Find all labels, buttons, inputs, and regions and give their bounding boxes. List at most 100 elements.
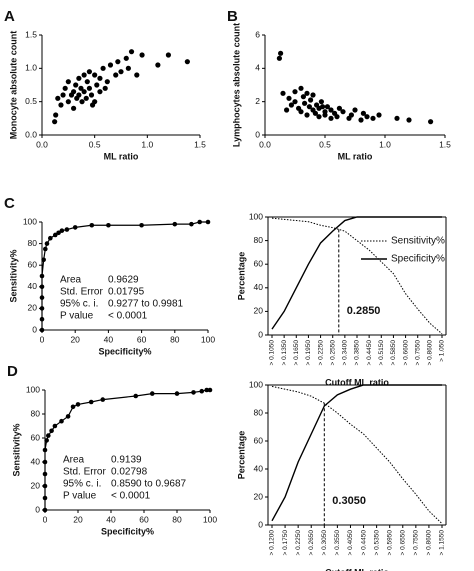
roc-point: [41, 257, 46, 263]
x-tick-label: > 0.2550: [329, 340, 336, 366]
x-axis-title: Specificity%: [98, 346, 151, 356]
stat-value: 0.9139: [111, 455, 142, 466]
y-tick-label: 0.5: [25, 96, 37, 106]
y-tick-label: 100: [249, 379, 263, 389]
roc-point: [207, 387, 213, 393]
y-tick-label: 40: [31, 456, 41, 466]
x-tick-label: > 0.4050: [347, 530, 354, 556]
point: [318, 99, 324, 105]
point: [104, 79, 110, 85]
point: [394, 115, 400, 121]
point: [284, 107, 290, 113]
point: [100, 65, 106, 71]
roc-point: [48, 235, 53, 241]
roc-point: [42, 495, 48, 501]
point: [125, 65, 131, 71]
y-tick-label: 0.0: [25, 129, 37, 139]
series-line: [271, 217, 443, 335]
series-line: [271, 385, 443, 524]
stat-name: 95% c. i.: [60, 299, 98, 310]
point: [134, 72, 140, 78]
roc-point: [59, 418, 64, 424]
roc-point: [72, 225, 78, 230]
x-tick-label: > 0.8600: [426, 530, 433, 556]
stat-value: 0.01795: [108, 287, 145, 298]
roc-point: [39, 306, 45, 311]
roc-point: [75, 402, 81, 407]
roc-point: [89, 222, 95, 228]
point: [352, 107, 358, 113]
point: [310, 92, 316, 98]
panel-label: D: [7, 363, 18, 380]
point: [406, 117, 412, 123]
roc-point: [39, 327, 45, 333]
stat-name: Area: [60, 275, 82, 286]
y-tick-label: 100: [26, 384, 40, 394]
y-tick-label: 60: [31, 432, 41, 442]
panel-label: A: [4, 8, 15, 25]
y-tick-label: 0: [258, 519, 263, 529]
x-tick-label: > 0.3050: [321, 530, 328, 556]
x-tick-label: > 0.2250: [317, 340, 324, 366]
roc-point: [46, 433, 51, 438]
x-tick-label: > 0.2650: [308, 530, 315, 556]
x-tick-label: 60: [137, 334, 147, 344]
roc-point: [44, 241, 50, 246]
point: [364, 114, 370, 120]
cutoff-label: 0.3050: [332, 495, 366, 507]
point: [348, 112, 354, 118]
point: [107, 62, 114, 68]
point: [328, 107, 334, 113]
x-axis-title: Cutoff ML ratio: [325, 567, 389, 571]
y-tick-label: 20: [254, 306, 264, 316]
point: [165, 52, 171, 58]
panel-label: B: [227, 8, 238, 25]
y-tick-label: 80: [28, 238, 38, 248]
point: [83, 95, 89, 101]
point: [340, 109, 346, 115]
point: [92, 72, 98, 78]
y-tick-label: 60: [28, 259, 38, 269]
point: [428, 119, 434, 125]
point: [53, 112, 59, 118]
x-tick-label: 20: [70, 334, 80, 344]
point: [280, 90, 286, 96]
roc-point: [52, 423, 58, 429]
roc-point: [42, 471, 48, 477]
roc-point: [199, 388, 205, 394]
point: [292, 99, 298, 105]
stat-value: 0.9629: [108, 275, 139, 286]
y-tick-label: 1.5: [25, 29, 37, 39]
point: [65, 79, 71, 85]
point: [360, 110, 366, 116]
point: [88, 92, 95, 98]
x-tick-label: > 0.1750: [282, 530, 289, 556]
y-axis-title: Sensitivity%: [11, 423, 21, 476]
roc-point: [70, 404, 76, 410]
point: [292, 89, 298, 95]
x-tick-label: 0.0: [259, 139, 271, 149]
point: [84, 79, 90, 85]
x-tick-label: > 0.6550: [399, 530, 406, 556]
roc-point: [205, 219, 211, 225]
x-tick-label: > 0.3550: [334, 530, 341, 556]
x-tick-label: > 0.3400: [342, 340, 349, 366]
point: [155, 62, 161, 68]
point: [312, 110, 318, 116]
roc-point: [64, 227, 70, 232]
roc-point: [100, 397, 106, 402]
y-tick-label: 100: [23, 216, 37, 226]
stat-value: 0.9277 to 0.9981: [108, 299, 184, 310]
roc-point: [133, 393, 139, 399]
x-tick-label: 20: [73, 514, 83, 524]
roc-point: [42, 459, 48, 465]
point: [358, 117, 364, 123]
point: [139, 52, 145, 58]
roc-point: [39, 316, 45, 322]
y-tick-label: 40: [254, 282, 264, 292]
point: [73, 82, 79, 88]
x-tick-label: > 0.2250: [295, 530, 302, 556]
point: [288, 102, 294, 108]
y-tick-label: 80: [254, 235, 264, 245]
x-tick-label: > 0.4450: [366, 340, 373, 366]
